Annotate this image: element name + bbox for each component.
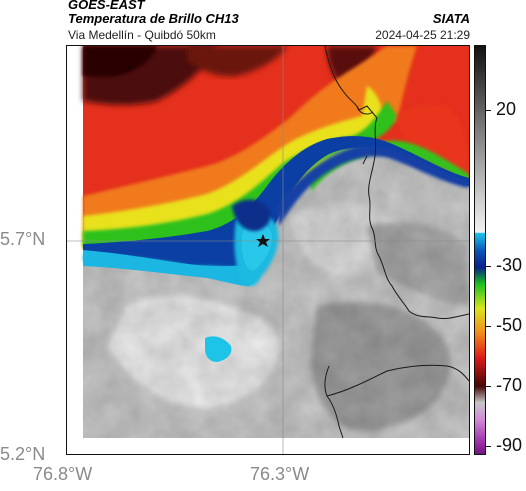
product-title: Temperatura de Brillo CH13 bbox=[68, 11, 239, 26]
lat-tick-label: 5.7°N bbox=[0, 229, 46, 249]
organization-label: SIATA bbox=[432, 11, 470, 26]
location-subtitle: Via Medellín - Quibdó 50km bbox=[68, 28, 216, 42]
brightness-temperature-map[interactable] bbox=[66, 45, 470, 455]
data-artifact-dot bbox=[126, 65, 132, 71]
satellite-title: GOES-EAST bbox=[68, 0, 145, 12]
map-canvas bbox=[67, 46, 469, 454]
cloud-mass bbox=[83, 46, 469, 286]
colorbar-label: -50 bbox=[496, 315, 523, 335]
star-icon[interactable] bbox=[256, 234, 270, 247]
colorbar-gradient bbox=[475, 46, 485, 454]
lat-tick-label: 5.2°N bbox=[0, 444, 46, 464]
colorbar-tick bbox=[486, 386, 491, 387]
timestamp-label: 2024-04-25 21:29 bbox=[375, 28, 470, 42]
colorbar-label: 20 bbox=[496, 99, 517, 119]
lon-tick-label: 76.8°W bbox=[33, 464, 93, 484]
colorbar-label: -90 bbox=[496, 435, 523, 455]
temperature-colorbar bbox=[474, 45, 486, 455]
lon-tick-label: 76.3°W bbox=[250, 464, 310, 484]
colorbar-tick bbox=[486, 266, 491, 267]
boundary-lines bbox=[324, 46, 469, 439]
colorbar-label: -70 bbox=[496, 375, 523, 395]
colorbar-tick bbox=[486, 110, 491, 111]
colorbar-tick bbox=[486, 326, 491, 327]
colorbar-tick bbox=[486, 446, 491, 447]
graticule bbox=[67, 46, 469, 454]
colorbar-label: -30 bbox=[496, 255, 523, 275]
small-cloud-patch bbox=[205, 336, 232, 362]
